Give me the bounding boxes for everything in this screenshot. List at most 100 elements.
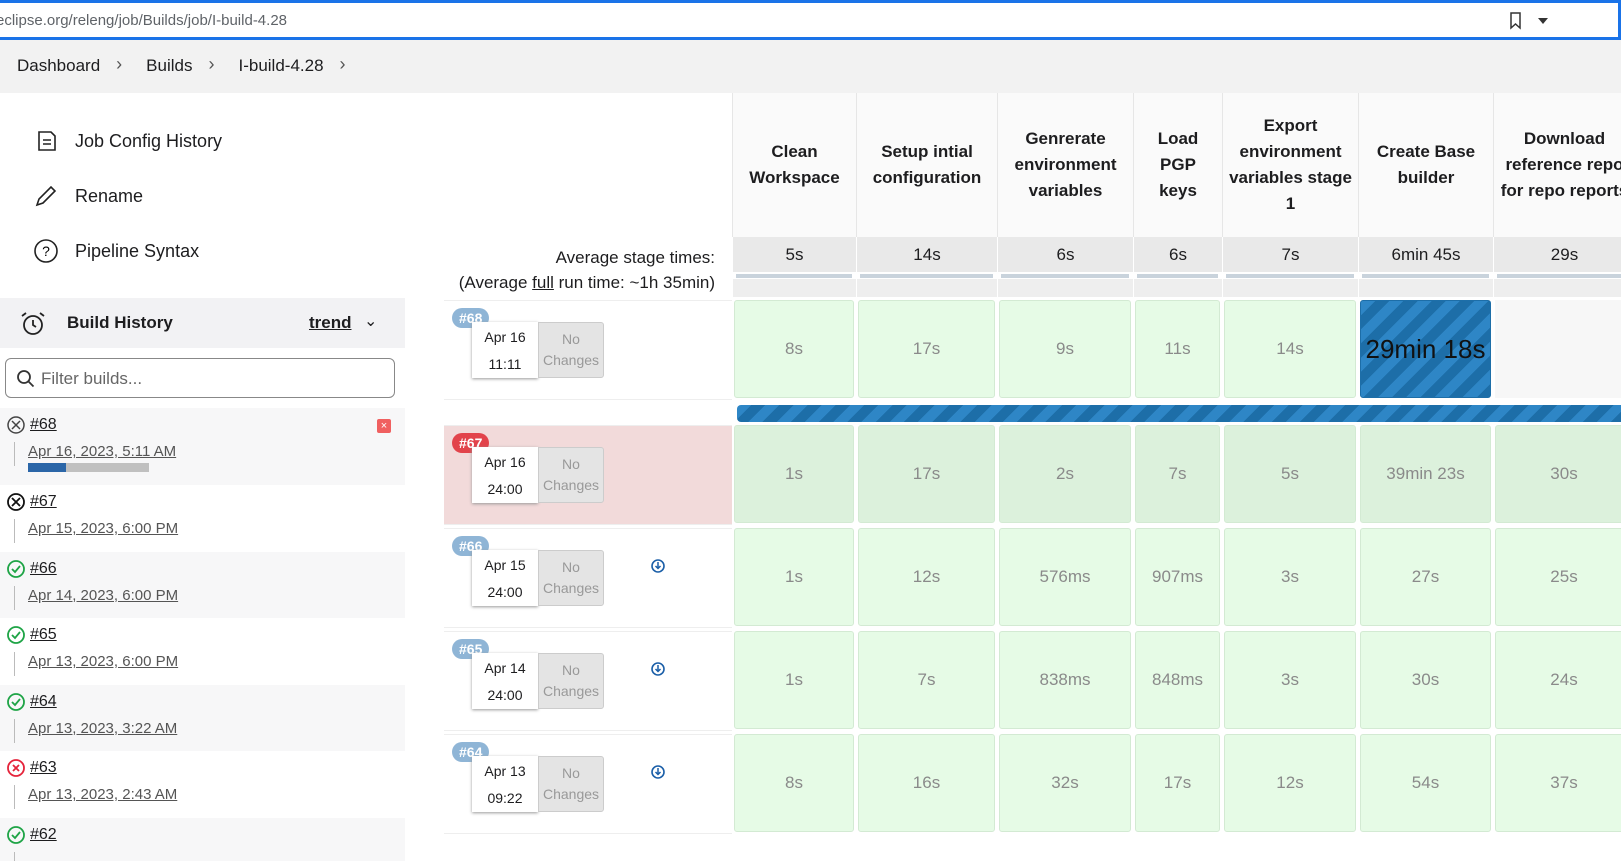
sidebar-icon: ? [33, 238, 61, 266]
breadcrumb[interactable]: I-build-4.28 [238, 56, 324, 75]
changes-box: No Changes [538, 322, 604, 378]
stage-header: Create Base builder [1358, 93, 1493, 237]
average-bar [1226, 274, 1354, 278]
trend-link[interactable]: trend [309, 313, 352, 332]
average-bar [1497, 274, 1621, 278]
stage-header: Setup intial configuration [856, 93, 997, 237]
status-icon [7, 759, 25, 777]
build-row: #64 Apr 13, 2023, 3:22 AM [0, 684, 405, 751]
run-date: Apr 14 [484, 660, 526, 676]
full-run-time: (Average full run time: ~1h 35min) [459, 273, 715, 293]
stage-cell[interactable]: 39min 23s [1360, 425, 1491, 523]
divider [14, 442, 15, 466]
stage-cell[interactable]: 5s [1224, 425, 1356, 523]
stage-cell[interactable]: 848ms [1135, 631, 1220, 729]
run-time: 24:00 [487, 584, 523, 600]
cancel-button[interactable]: × [377, 419, 391, 433]
full-run-link[interactable]: full [532, 273, 554, 292]
status-icon [7, 559, 25, 578]
sidebar-icon [33, 183, 61, 211]
download-icon[interactable] [651, 765, 665, 779]
stage-header: Genrerate environment variables [997, 93, 1133, 237]
build-date[interactable]: Apr 14, 2023, 6:00 PM [28, 586, 179, 604]
breadcrumb[interactable]: Dashboard [17, 56, 101, 75]
stage-cell[interactable]: 12s [1224, 734, 1356, 832]
run-date: Apr 15 [484, 557, 526, 573]
build-date[interactable]: Apr 13, 2023, 6:00 PM [28, 653, 179, 670]
build-row: #66 Apr 14, 2023, 6:00 PM [0, 551, 405, 618]
stage-cell[interactable]: 907ms [1135, 528, 1220, 626]
stage-cell[interactable]: 1s [734, 528, 854, 626]
stage-cell[interactable]: 54s [1360, 734, 1491, 832]
stage-cell[interactable]: 16s [858, 734, 995, 832]
stage-cell[interactable]: 1s [734, 631, 854, 729]
stage-cell[interactable]: 17s [1135, 734, 1220, 832]
stage-cell[interactable]: 24s [1495, 631, 1621, 729]
stage-cell[interactable]: 12s [858, 528, 995, 626]
run-time: 24:00 [487, 687, 523, 703]
stage-cell[interactable]: 32s [999, 734, 1131, 832]
chevron: ⌄ [364, 313, 378, 330]
stage-cell[interactable]: 29min 18s [1360, 300, 1491, 398]
average-bar [860, 274, 993, 278]
stage-cell[interactable]: 838ms [999, 631, 1131, 729]
stage-cell[interactable]: 25s [1495, 528, 1621, 626]
browser-icons[interactable] [1508, 12, 1548, 30]
sidebar-link[interactable]: Pipeline Syntax [75, 241, 200, 261]
stage-average: 29s [1493, 237, 1621, 272]
build-number[interactable]: #63 [30, 759, 57, 776]
stage-cell[interactable]: 9s [999, 300, 1131, 398]
stage-cell[interactable]: 7s [1135, 425, 1220, 523]
build-row: #65 Apr 13, 2023, 6:00 PM [0, 618, 405, 685]
full-run-prefix: (Average [458, 273, 533, 292]
address-bar[interactable]: eclipse.org/releng/job/Builds/job/I-buil… [0, 0, 1621, 40]
run-time: 09:22 [487, 790, 523, 806]
stage-cell[interactable]: 27s [1360, 528, 1491, 626]
build-number[interactable]: #68 [30, 416, 57, 433]
breadcrumb[interactable]: Builds [146, 56, 193, 75]
stage-cell[interactable]: 17s [858, 300, 995, 398]
average-band [997, 279, 1133, 297]
average-band [732, 279, 856, 297]
stage-average: 6s [997, 237, 1133, 272]
build-number[interactable]: #66 [30, 559, 57, 577]
divider [14, 652, 15, 676]
build-date[interactable]: Apr 13, 2023, 2:43 AM [28, 786, 178, 803]
stage-cell[interactable]: 11s [1135, 300, 1220, 398]
status-icon [7, 825, 25, 844]
build-date[interactable]: Apr 15, 2023, 6:00 PM [28, 520, 179, 537]
stage-cell[interactable]: 7s [858, 631, 995, 729]
download-icon[interactable] [651, 559, 665, 573]
sidebar-link[interactable]: Rename [75, 186, 144, 206]
stage-cell[interactable]: 1s [734, 425, 854, 523]
build-number[interactable]: #67 [30, 493, 57, 510]
filter-input[interactable]: Filter builds... [5, 358, 395, 398]
stage-cell[interactable]: 3s [1224, 528, 1356, 626]
changes-box: No Changes [538, 550, 604, 606]
build-number[interactable]: #62 [30, 825, 57, 843]
stage-cell[interactable]: 30s [1360, 631, 1491, 729]
build-number[interactable]: #65 [30, 626, 57, 643]
stage-cell[interactable]: 576ms [999, 528, 1131, 626]
stage-cell[interactable]: 8s [734, 300, 854, 398]
progress-fill [28, 463, 66, 472]
sidebar-link[interactable]: Job Config History [75, 131, 223, 151]
stage-cell[interactable]: 3s [1224, 631, 1356, 729]
status-icon [7, 692, 25, 711]
build-number[interactable]: #64 [30, 692, 57, 710]
stage-cell[interactable]: 14s [1224, 300, 1356, 398]
url[interactable]: eclipse.org/releng/job/Builds/job/I-buil… [0, 12, 288, 29]
stage-cell[interactable]: 2s [999, 425, 1131, 523]
stage-cell[interactable]: 17s [858, 425, 995, 523]
stage-cell[interactable]: 37s [1495, 734, 1621, 832]
run-time: 24:00 [487, 481, 523, 497]
separator: › [339, 54, 346, 74]
build-date[interactable]: Apr 16, 2023, 5:11 AM [28, 443, 177, 460]
stage-cell[interactable]: 30s [1495, 425, 1621, 523]
stage-cell[interactable]: 8s [734, 734, 854, 832]
build-date[interactable]: Apr 13, 2023, 3:22 AM [28, 719, 178, 737]
running-progress [737, 405, 1621, 422]
average-band [1222, 279, 1358, 297]
download-icon[interactable] [651, 662, 665, 676]
